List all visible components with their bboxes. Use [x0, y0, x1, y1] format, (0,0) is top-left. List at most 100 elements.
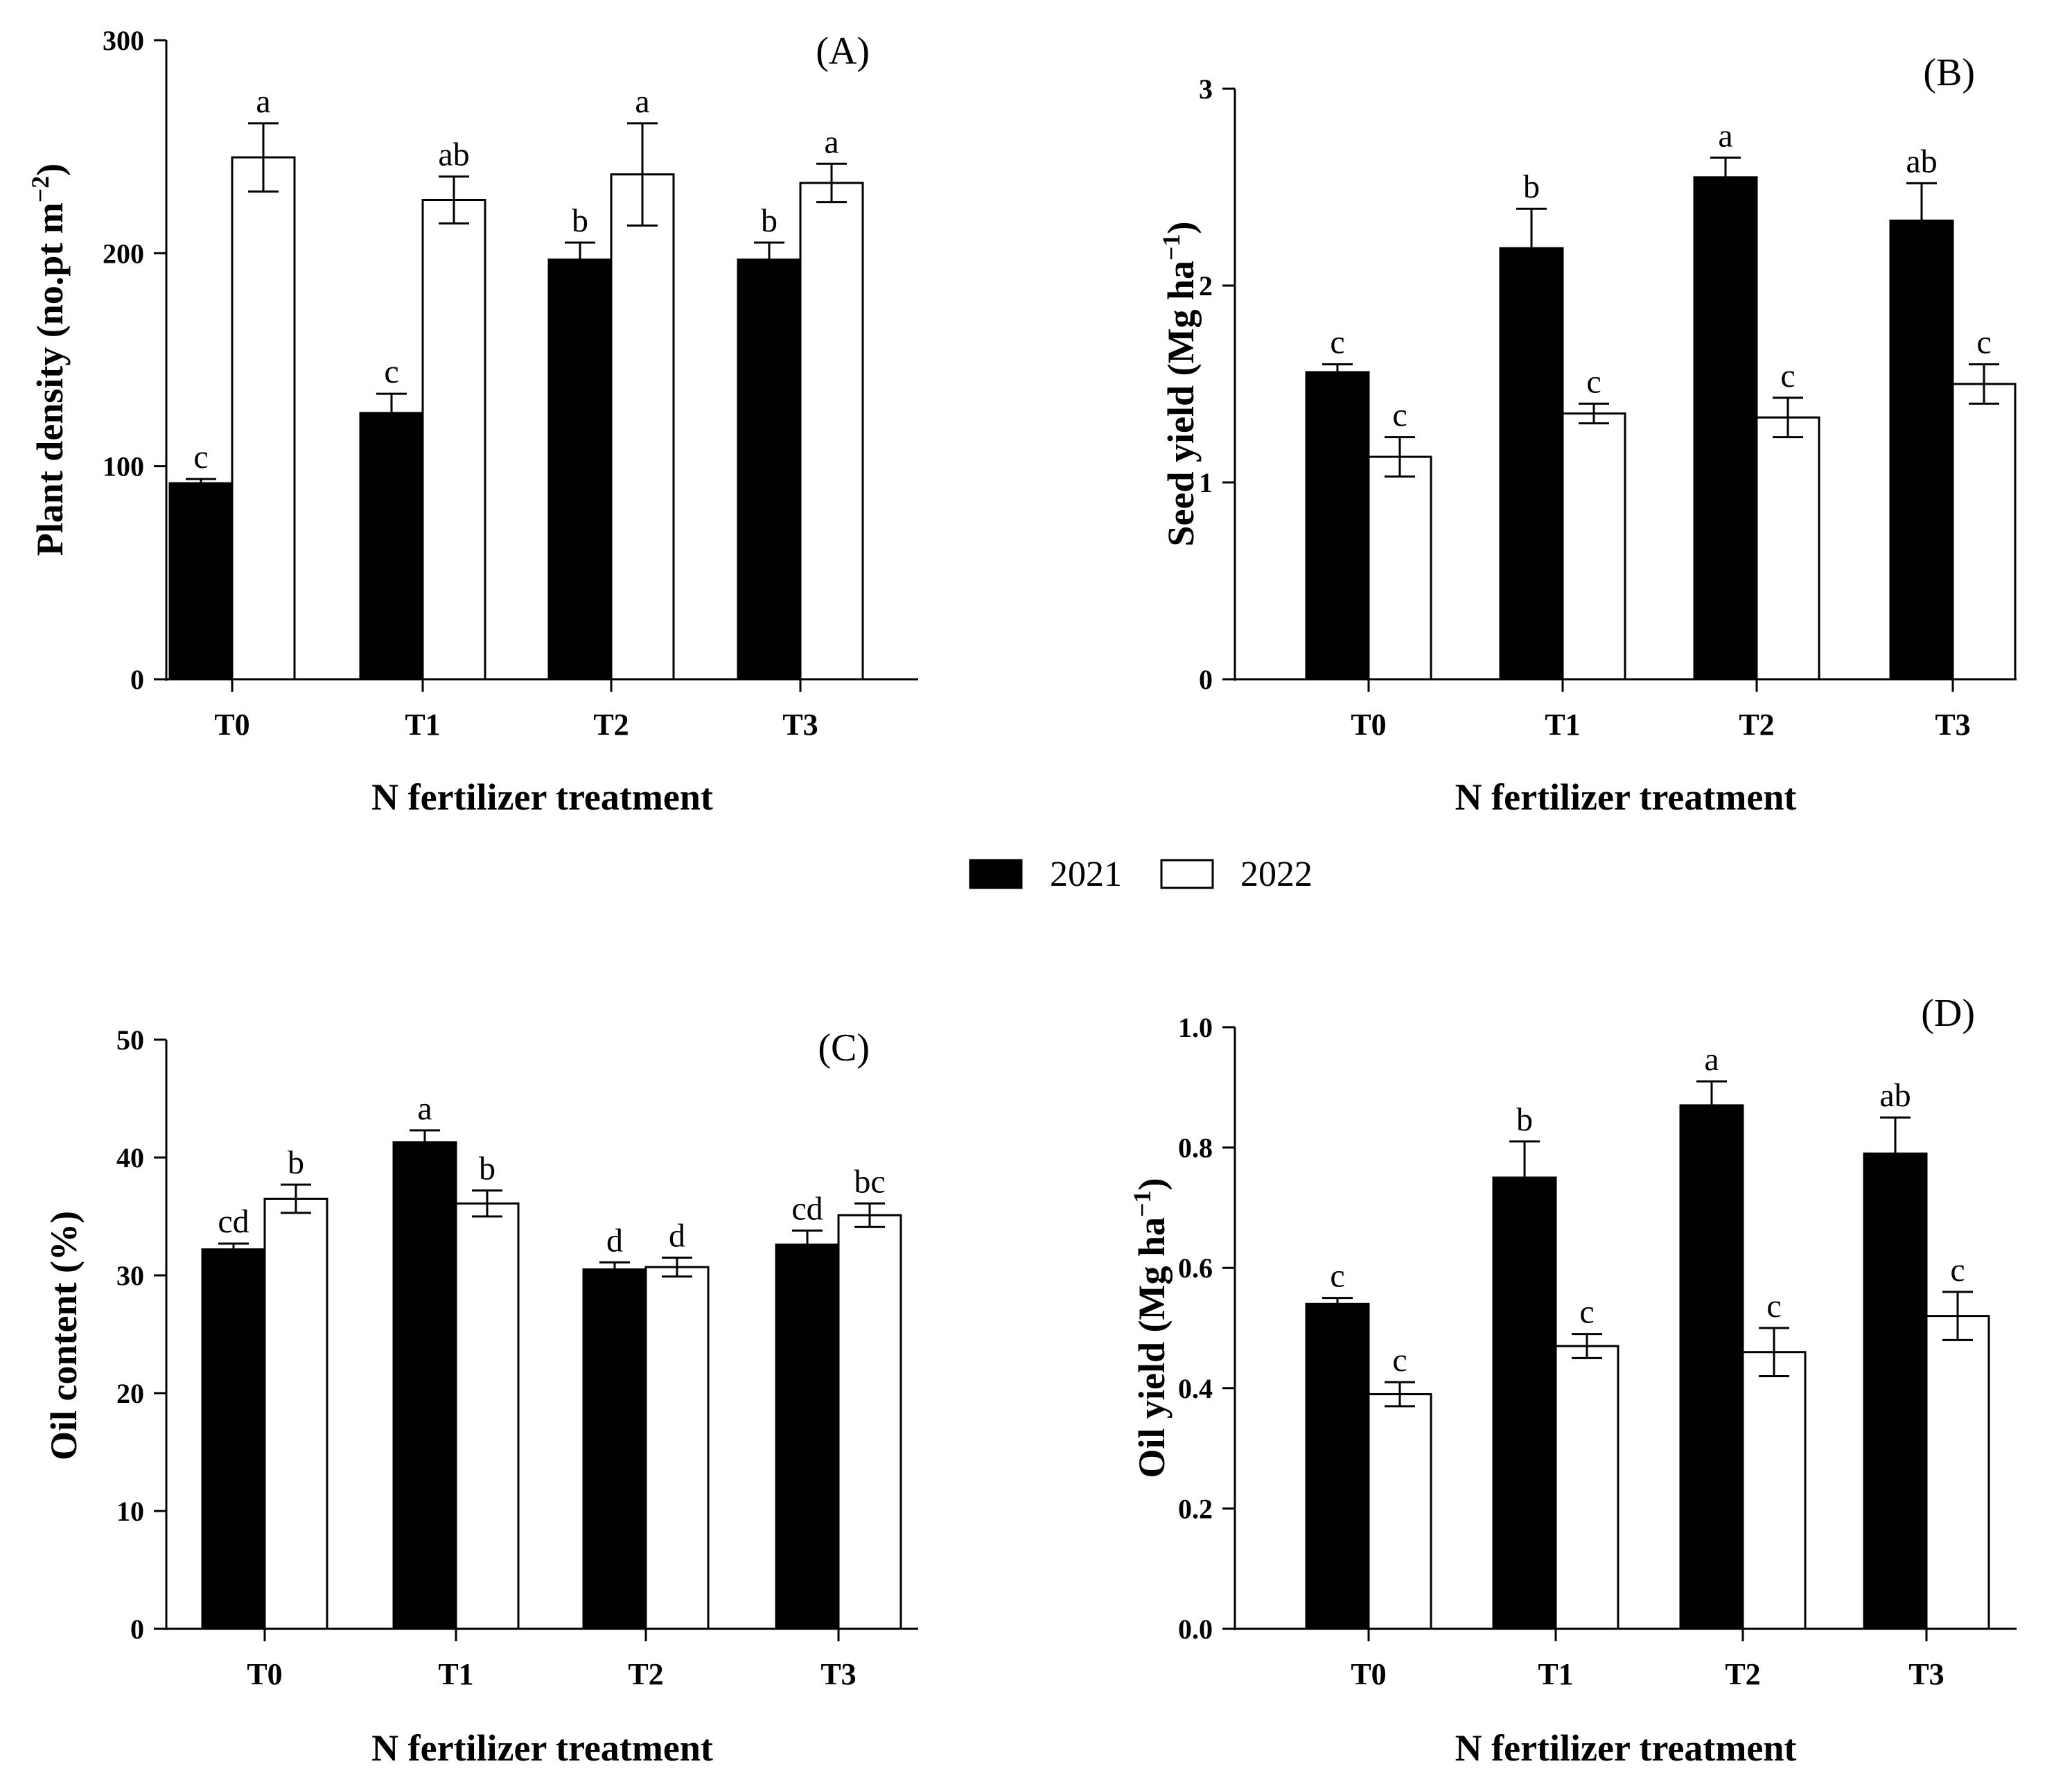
y-tick-label-c: 50	[116, 1024, 144, 1056]
y-tick-label-b: 2	[1199, 270, 1213, 302]
significance-letter-a: b	[761, 202, 778, 239]
x-tick-label-d: T1	[1538, 1657, 1573, 1691]
bar-2022-d	[1554, 1345, 1619, 1630]
x-tick-label-c: T1	[438, 1657, 473, 1691]
bar-2021-d	[1863, 1152, 1928, 1630]
significance-letter-b: ab	[1906, 143, 1937, 180]
significance-letter-a: b	[572, 202, 588, 239]
x-tick-label-b: T0	[1351, 708, 1386, 742]
x-tick-label-c: T0	[247, 1657, 282, 1691]
bar-2021-b	[1889, 219, 1954, 681]
y-tick-label-d: 0.8	[1178, 1133, 1213, 1164]
significance-letter-d: a	[1704, 1041, 1719, 1078]
bar-2022-a	[610, 173, 675, 681]
y-tick-label-d: 0.0	[1178, 1614, 1213, 1645]
bar-2021-b	[1305, 371, 1370, 681]
y-tick-label-b: 1	[1199, 467, 1213, 498]
y-tick-label-c: 20	[116, 1378, 144, 1409]
x-axis-title-c: N fertilizer treatment	[371, 1727, 713, 1769]
bar-2021-b	[1499, 247, 1564, 681]
y-axis-title-b: Seed yield (Mg ha−1)	[1157, 222, 1202, 547]
legend-swatch-2022	[1160, 859, 1214, 889]
significance-letter-b: c	[1330, 324, 1344, 361]
significance-letter-d: ab	[1879, 1077, 1911, 1114]
panel-b: 0 1 2 3 T0 T1 T2 T3 c b a ab c c c c (B) N fertilizer tre…	[1157, 51, 2017, 818]
significance-letter-d: c	[1950, 1252, 1965, 1289]
bar-2021-c	[201, 1248, 266, 1630]
legend: 2021 2022	[969, 855, 1312, 894]
significance-letter-d: c	[1330, 1258, 1344, 1295]
significance-letter-a: c	[384, 353, 398, 390]
panel-a: 0 100 200 300 T0 T1 T2 T3 c c b b a ab a a (A) N fertiliz…	[26, 25, 918, 818]
panel-label-c: (C)	[818, 1027, 870, 1069]
bar-2022-c	[644, 1266, 710, 1630]
bar-2022-a	[231, 156, 296, 681]
panel-d: 0.0 0.2 0.4 0.6 0.8 1.0 T0 T1 T2 T3 c b a ab c c c c (D) N …	[1128, 992, 2017, 1769]
y-tick-label-c: 0	[130, 1614, 144, 1645]
significance-letter-b: b	[1523, 168, 1540, 205]
significance-letter-a: a	[635, 83, 649, 120]
bar-2021-a	[737, 259, 802, 681]
y-tick-label-c: 30	[116, 1260, 144, 1291]
bar-2021-c	[582, 1268, 647, 1630]
y-tick-label-b: 3	[1199, 73, 1213, 105]
bar-2021-c	[392, 1141, 457, 1630]
bar-2022-c	[837, 1214, 902, 1630]
y-tick-label-a: 0	[130, 664, 144, 695]
bar-2022-b	[1561, 412, 1626, 681]
y-tick-label-d: 0.6	[1178, 1252, 1213, 1284]
x-tick-label-a: T1	[405, 708, 440, 742]
panel-c: 0 10 20 30 40 50 T0 T1 T2 T3 cd a d cd b b d bc (C) N ferti…	[43, 1024, 918, 1769]
x-tick-label-a: T2	[593, 708, 629, 742]
panel-label-b: (B)	[1923, 51, 1975, 94]
bar-2022-d	[1925, 1315, 1990, 1630]
bar-2021-a	[359, 412, 424, 681]
bar-2022-b	[1755, 416, 1820, 681]
significance-letter-d: c	[1766, 1288, 1781, 1325]
x-tick-label-b: T2	[1739, 708, 1774, 742]
significance-letter-b: a	[1718, 117, 1732, 154]
significance-letter-b: c	[1392, 397, 1407, 434]
bar-2022-c	[263, 1198, 328, 1630]
significance-letter-d: b	[1516, 1101, 1533, 1138]
x-axis-title-a: N fertilizer treatment	[371, 776, 713, 818]
legend-swatch-2021	[969, 859, 1023, 889]
significance-letter-c: a	[417, 1090, 432, 1127]
x-tick-label-d: T0	[1351, 1657, 1386, 1691]
y-axis-title-a: Plant density (no.pt m−2)	[26, 164, 71, 557]
y-tick-label-c: 40	[116, 1142, 144, 1173]
x-tick-label-c: T3	[820, 1657, 856, 1691]
legend-label-2022: 2022	[1240, 855, 1312, 894]
bar-2021-a	[547, 259, 613, 681]
significance-letter-d: c	[1579, 1294, 1594, 1331]
y-tick-label-a: 100	[103, 451, 144, 482]
significance-letter-b: c	[1976, 324, 1991, 361]
y-tick-label-c: 10	[116, 1496, 144, 1527]
x-tick-label-b: T1	[1545, 708, 1580, 742]
significance-letter-a: ab	[438, 137, 469, 173]
significance-letter-a: a	[824, 123, 839, 160]
significance-letter-b: c	[1780, 358, 1795, 394]
bar-2021-c	[775, 1243, 840, 1630]
y-tick-label-a: 200	[103, 238, 144, 269]
significance-letter-c: b	[479, 1151, 495, 1187]
panel-label-a: (A)	[816, 30, 870, 73]
significance-letter-c: cd	[791, 1190, 823, 1227]
y-tick-label-d: 0.2	[1178, 1493, 1213, 1524]
x-tick-label-b: T3	[1935, 708, 1970, 742]
x-tick-label-d: T2	[1725, 1657, 1760, 1691]
significance-letter-c: d	[669, 1218, 685, 1255]
significance-letter-b: c	[1586, 363, 1601, 400]
bar-2021-d	[1679, 1104, 1744, 1630]
bar-2022-a	[799, 182, 864, 681]
significance-letter-a: a	[256, 83, 270, 120]
significance-letter-c: d	[606, 1222, 623, 1259]
x-tick-label-a: T0	[214, 708, 249, 742]
significance-letter-c: bc	[854, 1163, 885, 1200]
y-axis-title-d: Oil yield (Mg ha−1)	[1128, 1178, 1173, 1478]
bar-2022-a	[421, 199, 486, 681]
x-tick-label-c: T2	[628, 1657, 663, 1691]
significance-letter-d: c	[1392, 1342, 1407, 1379]
y-axis-title-c: Oil content (%)	[43, 1211, 85, 1460]
bar-2022-b	[1367, 455, 1432, 681]
